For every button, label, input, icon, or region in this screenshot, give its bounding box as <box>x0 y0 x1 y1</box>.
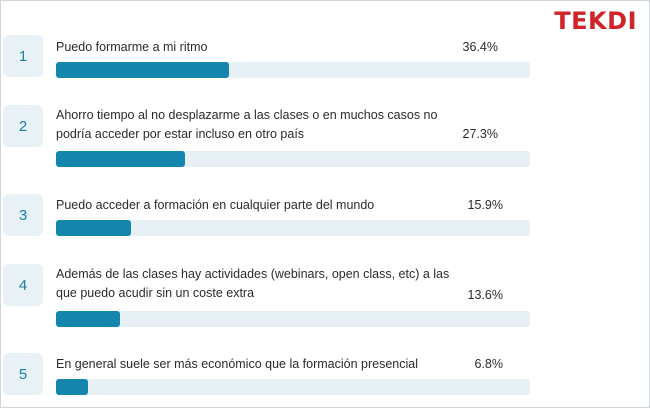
bar-track <box>56 311 530 327</box>
rank-number: 2 <box>3 105 43 147</box>
value-label: 36.4% <box>462 40 498 54</box>
bar-fill <box>56 379 89 395</box>
bar-fill <box>56 151 186 167</box>
category-label: Puedo acceder a formación en cualquier p… <box>56 198 375 212</box>
value-label: 15.9% <box>467 198 503 212</box>
value-label: 13.6% <box>467 288 503 302</box>
bar-track <box>56 151 530 167</box>
rank-number: 3 <box>3 194 43 236</box>
bar-track <box>56 220 530 236</box>
bar-track <box>56 62 530 78</box>
category-label: En general suele ser más económico que l… <box>56 357 418 371</box>
value-label: 6.8% <box>474 357 504 371</box>
rank-number: 5 <box>3 353 43 395</box>
value-label: 27.3% <box>462 127 498 141</box>
category-label: Además de las clases hay actividades (we… <box>56 267 450 300</box>
tekdi-logo: TEKDI <box>554 7 637 35</box>
bar-fill <box>56 311 121 327</box>
bar-fill <box>56 220 132 236</box>
rank-number: 4 <box>3 264 43 306</box>
bar-track <box>56 379 530 395</box>
category-label: Puedo formarme a mi ritmo <box>56 40 208 54</box>
bar-fill <box>56 62 229 78</box>
rank-number: 1 <box>3 35 43 77</box>
category-label: Ahorro tiempo al no desplazarme a las cl… <box>56 108 438 141</box>
